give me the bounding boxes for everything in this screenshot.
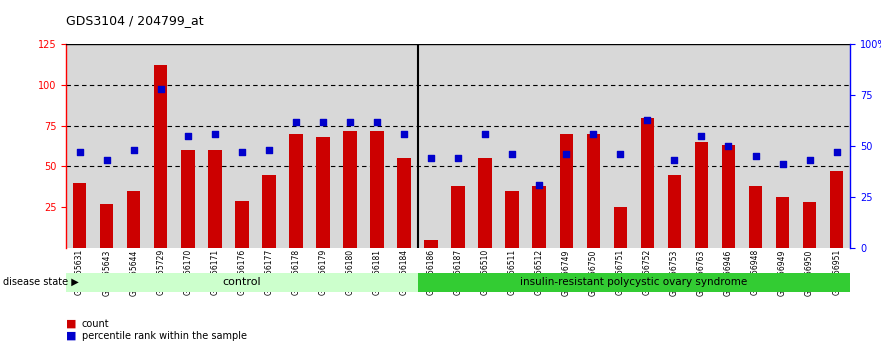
Text: control: control — [223, 277, 261, 287]
Point — [424, 155, 438, 161]
Point — [478, 131, 492, 137]
Bar — [344, 131, 357, 248]
Bar — [803, 202, 817, 248]
Point — [749, 153, 763, 159]
Text: count: count — [82, 319, 109, 329]
Point — [613, 151, 627, 157]
Point — [451, 155, 465, 161]
Bar — [235, 201, 248, 248]
Point — [127, 147, 141, 153]
Bar — [695, 142, 708, 248]
Text: insulin-resistant polycystic ovary syndrome: insulin-resistant polycystic ovary syndr… — [521, 277, 747, 287]
Point — [208, 131, 222, 137]
Bar — [640, 118, 654, 248]
Bar — [532, 186, 546, 248]
Point — [775, 161, 789, 167]
Point — [316, 119, 330, 125]
Text: disease state ▶: disease state ▶ — [3, 276, 78, 286]
Bar — [100, 204, 114, 248]
Bar — [370, 131, 384, 248]
Bar — [506, 191, 519, 248]
Bar — [451, 186, 465, 248]
Bar — [73, 183, 86, 248]
Point — [668, 158, 682, 163]
Bar — [587, 134, 600, 248]
Bar — [613, 207, 627, 248]
Point — [153, 86, 167, 92]
Bar — [668, 175, 681, 248]
Bar — [776, 197, 789, 248]
Text: percentile rank within the sample: percentile rank within the sample — [82, 331, 247, 341]
Point — [640, 117, 655, 122]
Bar — [208, 150, 221, 248]
Point — [803, 158, 817, 163]
Text: GDS3104 / 204799_at: GDS3104 / 204799_at — [66, 14, 204, 27]
Point — [586, 131, 600, 137]
Bar — [316, 137, 329, 248]
Bar — [181, 150, 195, 248]
Bar — [154, 65, 167, 248]
Point — [234, 149, 248, 155]
Bar — [749, 186, 762, 248]
Point — [559, 151, 574, 157]
Point — [532, 182, 546, 188]
Bar — [722, 145, 736, 248]
Bar — [425, 240, 438, 248]
Point — [694, 133, 708, 139]
Point — [72, 149, 86, 155]
Point — [100, 158, 114, 163]
Text: ■: ■ — [66, 319, 77, 329]
Text: ■: ■ — [66, 331, 77, 341]
Bar — [830, 171, 843, 248]
Point — [289, 119, 303, 125]
Bar — [559, 134, 573, 248]
Point — [181, 133, 195, 139]
Point — [722, 143, 736, 149]
Bar — [262, 175, 276, 248]
Point — [370, 119, 384, 125]
Point — [262, 147, 276, 153]
Point — [830, 149, 844, 155]
Point — [343, 119, 357, 125]
Bar — [127, 191, 140, 248]
Point — [397, 131, 411, 137]
Bar — [289, 134, 303, 248]
Bar — [397, 158, 411, 248]
Bar — [478, 158, 492, 248]
Point — [505, 151, 519, 157]
